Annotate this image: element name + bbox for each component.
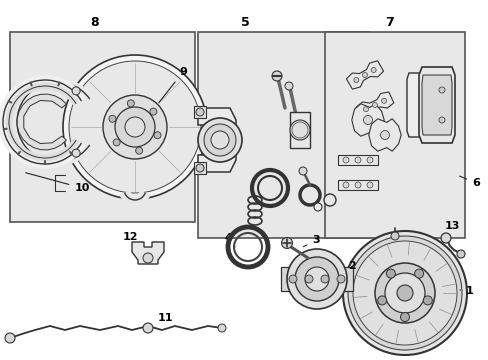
Circle shape (305, 267, 328, 291)
Circle shape (390, 232, 398, 240)
Text: 13: 13 (444, 221, 459, 231)
Circle shape (370, 68, 375, 72)
Polygon shape (281, 267, 352, 291)
Circle shape (353, 77, 358, 82)
Polygon shape (337, 155, 377, 165)
Circle shape (372, 103, 377, 108)
Circle shape (271, 71, 282, 81)
Circle shape (203, 124, 236, 156)
Circle shape (456, 250, 464, 258)
Circle shape (354, 182, 360, 188)
Circle shape (125, 117, 145, 137)
Circle shape (342, 182, 348, 188)
Circle shape (366, 157, 372, 163)
Polygon shape (198, 108, 236, 172)
Circle shape (127, 100, 134, 107)
Circle shape (381, 98, 386, 103)
Circle shape (324, 194, 335, 206)
Circle shape (69, 61, 201, 193)
Text: 4: 4 (224, 233, 235, 247)
Text: 1: 1 (459, 286, 473, 296)
Circle shape (362, 72, 367, 77)
Circle shape (289, 120, 309, 140)
Polygon shape (346, 61, 383, 89)
Circle shape (135, 147, 142, 154)
Circle shape (196, 108, 203, 116)
Circle shape (142, 253, 153, 263)
Circle shape (109, 115, 116, 122)
Circle shape (5, 333, 15, 343)
Polygon shape (194, 162, 205, 174)
Bar (10, 32, 195, 222)
Circle shape (298, 167, 306, 175)
Circle shape (374, 263, 434, 323)
Polygon shape (17, 94, 66, 150)
Circle shape (198, 118, 242, 162)
Polygon shape (351, 104, 384, 136)
Circle shape (440, 233, 450, 243)
Circle shape (336, 275, 345, 283)
Polygon shape (337, 180, 377, 190)
Bar (198, 32, 369, 238)
Circle shape (347, 236, 461, 350)
Circle shape (438, 117, 444, 123)
Text: 3: 3 (303, 235, 319, 247)
Text: 5: 5 (240, 15, 249, 28)
Circle shape (366, 182, 372, 188)
Polygon shape (355, 92, 393, 118)
Circle shape (72, 149, 80, 157)
Text: 6: 6 (459, 176, 479, 188)
Circle shape (305, 275, 312, 283)
Bar (289, 112, 309, 148)
Circle shape (363, 107, 367, 112)
Text: 10: 10 (26, 173, 89, 193)
Circle shape (154, 132, 161, 139)
Circle shape (414, 269, 423, 278)
Circle shape (142, 323, 153, 333)
Circle shape (377, 296, 386, 305)
Polygon shape (406, 73, 433, 137)
Circle shape (281, 238, 292, 248)
Circle shape (352, 241, 456, 345)
Circle shape (386, 269, 395, 278)
Circle shape (113, 139, 120, 146)
Circle shape (354, 157, 360, 163)
Circle shape (423, 296, 431, 305)
Circle shape (150, 108, 157, 115)
Circle shape (313, 203, 321, 211)
Circle shape (218, 324, 225, 332)
Circle shape (103, 95, 167, 159)
Circle shape (72, 87, 80, 95)
Text: 7: 7 (385, 15, 393, 28)
Circle shape (288, 275, 296, 283)
Circle shape (438, 87, 444, 93)
Polygon shape (132, 242, 163, 264)
Circle shape (294, 257, 338, 301)
Polygon shape (418, 67, 454, 143)
Text: 2: 2 (341, 261, 355, 272)
Circle shape (115, 107, 155, 147)
Circle shape (396, 285, 412, 301)
Circle shape (380, 131, 389, 140)
Circle shape (320, 275, 328, 283)
Text: 12: 12 (122, 232, 140, 246)
Text: 9: 9 (159, 67, 186, 103)
Circle shape (196, 164, 203, 172)
Bar (325, 32, 464, 238)
Circle shape (363, 116, 372, 125)
Polygon shape (194, 106, 205, 118)
Circle shape (285, 82, 292, 90)
Circle shape (210, 131, 228, 149)
Circle shape (384, 273, 424, 313)
Text: 11: 11 (155, 313, 172, 328)
Circle shape (342, 231, 466, 355)
Polygon shape (421, 75, 451, 135)
Text: 8: 8 (90, 15, 99, 28)
Circle shape (342, 157, 348, 163)
Circle shape (63, 55, 206, 199)
Circle shape (286, 249, 346, 309)
Polygon shape (368, 119, 400, 151)
Circle shape (400, 312, 408, 321)
